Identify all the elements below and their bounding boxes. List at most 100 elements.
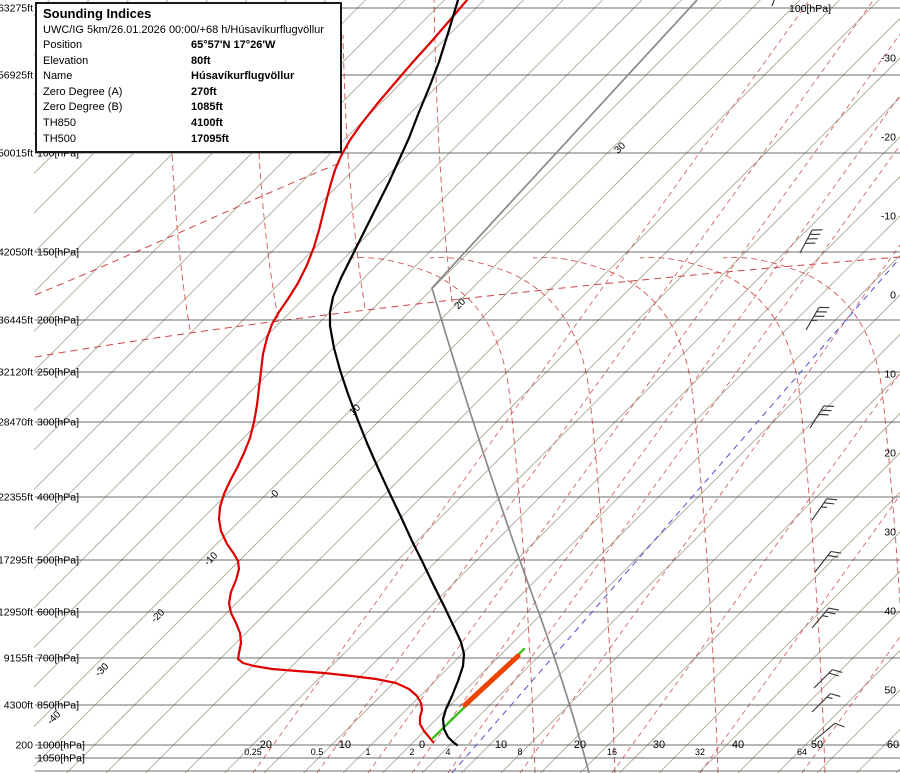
wind-barb-icon <box>814 550 842 573</box>
right-temp-label: 10 <box>884 369 896 381</box>
panel-title: Sounding Indices <box>43 6 152 21</box>
bottom-temp-label: 40 <box>732 739 744 751</box>
altitude-ft-label: 22355ft <box>0 492 33 504</box>
bottom-temp-label: -10 <box>335 739 351 751</box>
pressure-hpa-label: 700[hPa] <box>37 653 79 665</box>
altitude-ft-label: 36445ft <box>0 315 33 327</box>
altitude-ft-label: 9155ft <box>4 653 33 665</box>
right-temp-label: 50 <box>884 685 896 697</box>
row-value: Húsavíkurflugvöllur <box>191 70 295 83</box>
row-value: 80ft <box>191 54 211 67</box>
adiabat-value-label: -0 <box>267 488 281 502</box>
altitude-ft-label: 63275ft <box>0 3 33 15</box>
top-pressure-label: 100[hPa] <box>789 3 831 15</box>
pressure-hpa-label: 1050[hPa] <box>37 753 85 765</box>
bottom-temp-label: 0 <box>419 739 425 751</box>
pressure-hpa-label: 400[hPa] <box>37 492 79 504</box>
right-temp-label: 40 <box>884 606 896 618</box>
altitude-ft-label: 12950ft <box>0 607 33 619</box>
temperature-curve <box>328 0 466 747</box>
bottom-temp-label: 20 <box>574 739 586 751</box>
pressure-hpa-label: 150[hPa] <box>37 247 79 259</box>
adiabat-value-label: 10 <box>347 402 363 418</box>
row-value: 270ft <box>191 85 217 98</box>
mixing-ratio-lines <box>252 0 900 773</box>
right-temp-label: -10 <box>881 211 896 223</box>
row-label: Name <box>43 70 73 83</box>
bottom-temp-label: 10 <box>495 739 507 751</box>
row-value: 1085ft <box>191 101 223 114</box>
row-value: 17095ft <box>191 132 229 145</box>
mixing-ratio-label: 0.25 <box>244 747 262 757</box>
altitude-ft-label: 17295ft <box>0 555 33 567</box>
row-value: 4100ft <box>191 116 223 129</box>
mixing-ratio-label: 8 <box>517 747 522 757</box>
altitude-ft-label: 28470ft <box>0 417 33 429</box>
info-row-th500: TH500 17095ft <box>37 132 340 148</box>
parcel-line <box>431 0 698 773</box>
sounding-indices-panel: Sounding Indices UWC/IG 5km/26.01.2026 0… <box>35 2 342 154</box>
dewpoint-curve <box>217 0 469 744</box>
mixing-ratio-label: 16 <box>607 747 617 757</box>
right-temp-label: -30 <box>881 53 896 65</box>
row-label: Position <box>43 39 83 51</box>
wind-barb-icon <box>811 693 841 713</box>
altitude-ft-label: 200 <box>15 740 33 752</box>
bottom-temp-label: -20 <box>256 739 272 751</box>
right-temp-label: 30 <box>884 527 896 539</box>
wind-barb-icon <box>805 306 830 331</box>
row-label: TH500 <box>43 132 77 145</box>
right-temp-label: -20 <box>881 132 896 144</box>
altitude-ft-label: 50015ft <box>0 148 33 160</box>
adiabat-value-label: -40 <box>45 709 63 727</box>
pressure-hpa-label: 250[hPa] <box>37 367 79 379</box>
row-label: Zero Degree (A) <box>43 85 123 98</box>
mixing-ratio-label: 0.5 <box>311 747 324 757</box>
info-row-elevation: Elevation 80ft <box>37 54 340 70</box>
mixing-ratio-label: 64 <box>797 747 807 757</box>
row-value: 65°57'N 17°26'W <box>191 39 276 51</box>
wind-barb-icon <box>811 498 838 521</box>
wind-barb-icon <box>799 229 823 254</box>
adiabat-value-label: -20 <box>149 607 167 625</box>
bottom-temp-label: 50 <box>811 739 823 751</box>
adiabat-value-label: -30 <box>93 661 111 679</box>
model-run-line: UWC/IG 5km/26.01.2026 00:00/+68 h/Húsaví… <box>43 24 324 36</box>
axis-labels: 63275ft 56925ft 50015ft 100[hPa] 42050ft 150[… <box>0 3 899 765</box>
bottom-temp-label: 60 <box>887 739 899 751</box>
wind-barb-icon <box>771 0 782 7</box>
info-row-name: Name Húsavíkurflugvöllur <box>37 69 340 85</box>
info-row-zero-degree-a: Zero Degree (A) 270ft <box>37 85 340 101</box>
bottom-temp-label: 30 <box>653 739 665 751</box>
mixing-ratio-label: 2 <box>409 747 414 757</box>
blue-mixing-line <box>451 257 900 773</box>
pressure-hpa-label: 600[hPa] <box>37 607 79 619</box>
adiabat-value-label: -10 <box>202 550 220 568</box>
altitude-ft-label: 32120ft <box>0 367 33 379</box>
altitude-ft-label: 4300ft <box>4 700 33 712</box>
row-label: Elevation <box>43 54 89 67</box>
pressure-hpa-label: 850[hPa] <box>37 700 79 712</box>
tropopause-dashed-line <box>34 162 900 358</box>
altitude-ft-label: 42050ft <box>0 247 33 259</box>
adiabat-value-label: 30 <box>612 140 628 156</box>
wind-barb-icon <box>809 405 835 429</box>
info-row-position: Position 65°57'N 17°26'W <box>37 38 340 54</box>
right-temp-label: 20 <box>884 448 896 460</box>
moist-adiabats <box>169 0 900 773</box>
pressure-hpa-label: 500[hPa] <box>37 555 79 567</box>
isobar-lines <box>35 7 900 772</box>
pressure-hpa-label: 1000[hPa] <box>37 740 85 752</box>
wind-barb-icon <box>813 669 843 689</box>
info-row-th850: TH850 4100ft <box>37 116 340 132</box>
altitude-ft-label: 56925ft <box>0 70 33 82</box>
wind-barb-icon <box>811 607 839 629</box>
pressure-hpa-label: 300[hPa] <box>37 417 79 429</box>
right-temp-label: 0 <box>890 290 896 302</box>
icing-layer-highlight <box>462 653 521 708</box>
wind-barbs <box>771 0 845 741</box>
mixing-ratio-label: 4 <box>445 747 450 757</box>
